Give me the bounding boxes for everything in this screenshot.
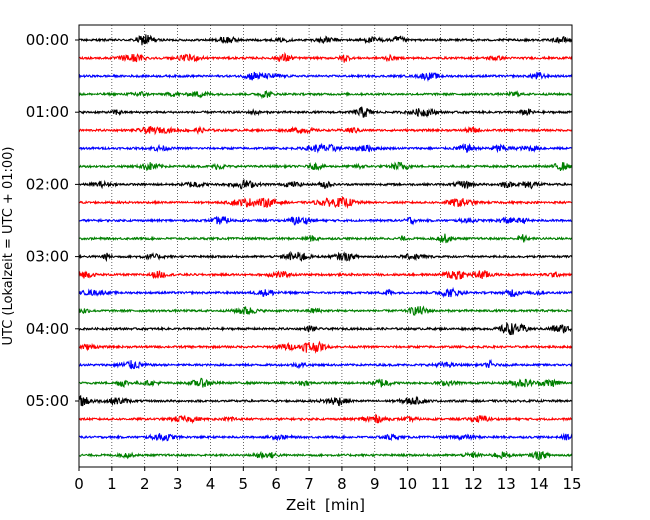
trace-line (78, 142, 573, 154)
x-tick-label: 7 (304, 475, 314, 493)
trace-line (78, 250, 573, 263)
y-tick-label: 01:00 (26, 103, 69, 121)
y-tick-label: 03:00 (26, 248, 69, 266)
trace-line (78, 270, 573, 280)
y-axis-label: UTC (Lokalzeit = UTC + 01:00) (1, 147, 16, 346)
trace-line (78, 71, 573, 82)
plot-background (79, 25, 572, 467)
x-tick-label: 4 (206, 475, 216, 493)
traces (78, 34, 573, 461)
y-tick-label: 05:00 (26, 392, 69, 410)
trace-line (78, 322, 573, 336)
x-tick-label: 12 (464, 475, 483, 493)
x-tick-label: 8 (337, 475, 347, 493)
trace-line (78, 34, 573, 46)
y-tick-label: 00:00 (26, 31, 69, 49)
trace-line (78, 340, 573, 354)
trace-line (78, 195, 573, 209)
y-tick-label: 04:00 (26, 320, 69, 338)
trace-line (78, 377, 573, 389)
x-tick-label: 0 (74, 475, 84, 493)
trace-line (78, 394, 573, 407)
x-ticks: 0 1 2 3 4 5 6 7 8 9 10 11 12 13 14 15 (74, 467, 582, 493)
plot-frame (78, 24, 573, 468)
x-tick-label: 14 (530, 475, 549, 493)
trace-line (78, 161, 573, 172)
x-tick-label: 13 (497, 475, 516, 493)
trace-line (78, 106, 573, 118)
trace-line (78, 305, 573, 316)
trace-line (78, 125, 573, 136)
trace-line (78, 215, 573, 226)
trace-line (78, 51, 573, 63)
x-tick-label: 6 (271, 475, 281, 493)
trace-line (78, 233, 573, 244)
x-tick-label: 2 (140, 475, 150, 493)
x-tick-label: 3 (173, 475, 183, 493)
trace-line (78, 450, 573, 461)
trace-line (78, 432, 573, 442)
x-tick-label: 5 (239, 475, 249, 493)
trace-line (78, 358, 573, 370)
trace-line (78, 178, 573, 190)
trace-line (78, 286, 573, 299)
y-tick-label: 02:00 (26, 175, 69, 193)
x-tick-label: 9 (370, 475, 380, 493)
x-tick-label: 15 (562, 475, 581, 493)
x-axis-label: Zeit [min] (286, 496, 365, 514)
trace-line (78, 413, 573, 425)
x-tick-label: 11 (431, 475, 450, 493)
x-tick-label: 10 (398, 475, 417, 493)
trace-line (78, 89, 573, 100)
x-tick-label: 1 (107, 475, 117, 493)
y-ticks: 00:00 01:00 02:00 03:00 04:00 05:00 (26, 31, 79, 410)
